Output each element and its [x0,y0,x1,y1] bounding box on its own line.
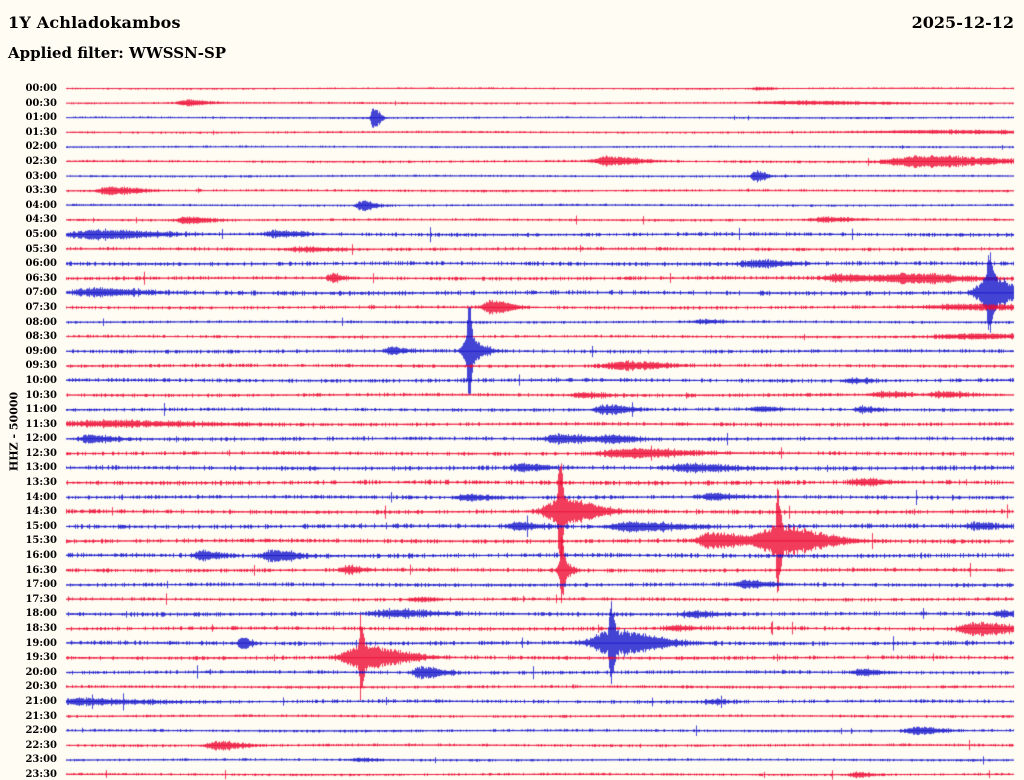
time-label: 02:30 [25,155,57,167]
time-label: 22:00 [25,725,57,737]
time-label: 10:30 [25,389,57,401]
time-label: 01:30 [25,126,57,138]
time-label: 12:00 [25,433,57,445]
station-title: 1Y Achladokambos [8,13,181,32]
time-label: 00:00 [25,83,57,94]
time-label: 23:00 [25,754,57,766]
time-label: 08:30 [25,331,57,343]
time-label: 18:00 [25,608,57,620]
time-label: 21:00 [25,696,57,708]
time-label: 02:00 [25,141,57,153]
time-label: 13:30 [25,477,57,489]
time-label: 17:00 [25,579,57,591]
time-label: 15:30 [25,535,57,547]
time-label: 00:30 [25,97,57,109]
time-label: 19:30 [25,652,57,664]
time-label: 17:30 [25,593,57,605]
time-label: 09:30 [25,360,57,372]
time-label: 11:00 [25,404,57,416]
time-label: 14:30 [25,506,57,518]
time-axis: 00:00 00:30 01:00 01:30 02:00 02:30 03:00 03:30… [0,0,58,780]
time-label: 21:30 [25,710,57,722]
time-label: 07:00 [25,287,57,299]
time-label: 18:30 [25,623,57,635]
time-label: 07:30 [25,301,57,313]
time-label: 09:00 [25,345,57,357]
time-label: 10:00 [25,374,57,386]
time-label: 04:30 [25,214,57,226]
time-label: 13:00 [25,462,57,474]
time-label: 14:00 [25,491,57,503]
time-label: 06:30 [25,272,57,284]
time-label: 08:00 [25,316,57,328]
time-label: 20:30 [25,681,57,693]
time-label: 15:00 [25,520,57,532]
time-label: 16:30 [25,564,57,576]
date-label: 2025-12-12 [911,13,1014,32]
time-label: 05:00 [25,228,57,240]
time-label: 11:30 [25,418,57,430]
time-label: 12:30 [25,447,57,459]
time-label: 20:00 [25,666,57,678]
time-label: 06:00 [25,258,57,270]
time-label: 03:00 [25,170,57,182]
time-label: 05:30 [25,243,57,255]
time-label: 19:00 [25,637,57,649]
time-label: 23:30 [25,768,57,780]
filter-label: Applied filter: WWSSN-SP [8,44,227,62]
time-label: 04:00 [25,199,57,211]
time-label: 03:30 [25,185,57,197]
time-label: 16:00 [25,550,57,562]
time-label: 01:00 [25,112,57,124]
time-label: 22:30 [25,739,57,751]
